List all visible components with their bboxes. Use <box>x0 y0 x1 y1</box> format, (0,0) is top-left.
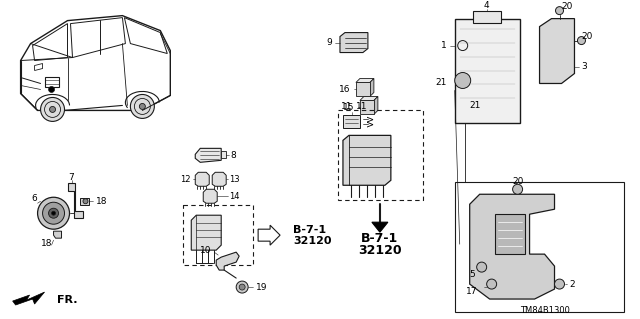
Text: >: > <box>366 115 374 124</box>
Polygon shape <box>54 231 61 238</box>
Polygon shape <box>204 189 217 203</box>
Text: B-7-1: B-7-1 <box>361 232 399 245</box>
Bar <box>473 11 500 23</box>
Polygon shape <box>343 115 360 128</box>
Polygon shape <box>340 33 368 53</box>
Text: 32120: 32120 <box>358 244 402 257</box>
Polygon shape <box>67 183 83 218</box>
Text: 16: 16 <box>339 85 351 94</box>
Text: 15: 15 <box>344 103 355 112</box>
Text: 14: 14 <box>229 192 240 201</box>
Circle shape <box>40 97 65 122</box>
Text: 9: 9 <box>326 38 332 47</box>
Circle shape <box>49 208 58 218</box>
Polygon shape <box>356 78 374 83</box>
Circle shape <box>49 107 56 112</box>
Text: 3: 3 <box>582 62 588 71</box>
Text: B-7-1: B-7-1 <box>293 225 326 235</box>
Polygon shape <box>81 198 90 205</box>
Polygon shape <box>360 100 374 115</box>
Text: 11: 11 <box>341 102 353 111</box>
Circle shape <box>131 94 154 118</box>
Text: 18: 18 <box>95 197 107 206</box>
Polygon shape <box>13 292 45 305</box>
Polygon shape <box>372 222 388 232</box>
Text: 21: 21 <box>470 101 481 110</box>
Polygon shape <box>195 148 221 162</box>
Text: 20: 20 <box>562 2 573 11</box>
Text: 20: 20 <box>512 177 524 186</box>
Text: 19: 19 <box>256 283 268 292</box>
Circle shape <box>239 284 245 290</box>
Circle shape <box>236 281 248 293</box>
Text: 12: 12 <box>180 175 190 184</box>
Polygon shape <box>360 96 378 100</box>
Text: 18: 18 <box>40 239 52 248</box>
Polygon shape <box>540 19 575 84</box>
Polygon shape <box>374 96 378 115</box>
Circle shape <box>455 72 470 88</box>
Polygon shape <box>258 225 280 245</box>
Circle shape <box>49 86 54 93</box>
Circle shape <box>43 202 65 224</box>
Text: 5: 5 <box>469 270 475 278</box>
Text: 2: 2 <box>570 279 575 289</box>
Text: 6: 6 <box>32 194 38 203</box>
Text: FR.: FR. <box>56 295 77 305</box>
Text: 7: 7 <box>68 173 74 182</box>
Text: TM84B1300: TM84B1300 <box>520 306 570 315</box>
Circle shape <box>52 211 56 215</box>
Text: 17: 17 <box>466 286 477 296</box>
Polygon shape <box>191 215 221 250</box>
Bar <box>183 205 253 265</box>
Text: 10: 10 <box>200 246 211 255</box>
Circle shape <box>556 7 563 15</box>
Bar <box>455 19 520 123</box>
Text: >: > <box>366 119 374 130</box>
Circle shape <box>140 103 145 109</box>
Text: 1: 1 <box>441 41 447 50</box>
Circle shape <box>554 279 564 289</box>
Polygon shape <box>356 83 370 96</box>
Polygon shape <box>343 135 391 185</box>
Text: 20: 20 <box>582 32 593 41</box>
Bar <box>338 110 423 200</box>
Circle shape <box>577 37 586 45</box>
Polygon shape <box>195 172 209 186</box>
Text: 13: 13 <box>229 175 240 184</box>
Bar <box>221 151 226 158</box>
Text: 32120: 32120 <box>293 236 332 246</box>
Polygon shape <box>370 78 374 96</box>
Text: 11: 11 <box>356 102 367 111</box>
Polygon shape <box>216 252 239 270</box>
Bar <box>45 78 58 87</box>
Circle shape <box>486 279 497 289</box>
Circle shape <box>513 184 523 194</box>
Circle shape <box>83 199 88 204</box>
Bar <box>495 214 525 254</box>
Polygon shape <box>470 194 554 299</box>
Polygon shape <box>212 172 226 186</box>
Bar <box>455 182 625 312</box>
Circle shape <box>38 197 70 229</box>
Text: 8: 8 <box>230 151 236 160</box>
Text: 21: 21 <box>435 78 447 87</box>
Circle shape <box>477 262 486 272</box>
Text: 4: 4 <box>484 1 490 10</box>
